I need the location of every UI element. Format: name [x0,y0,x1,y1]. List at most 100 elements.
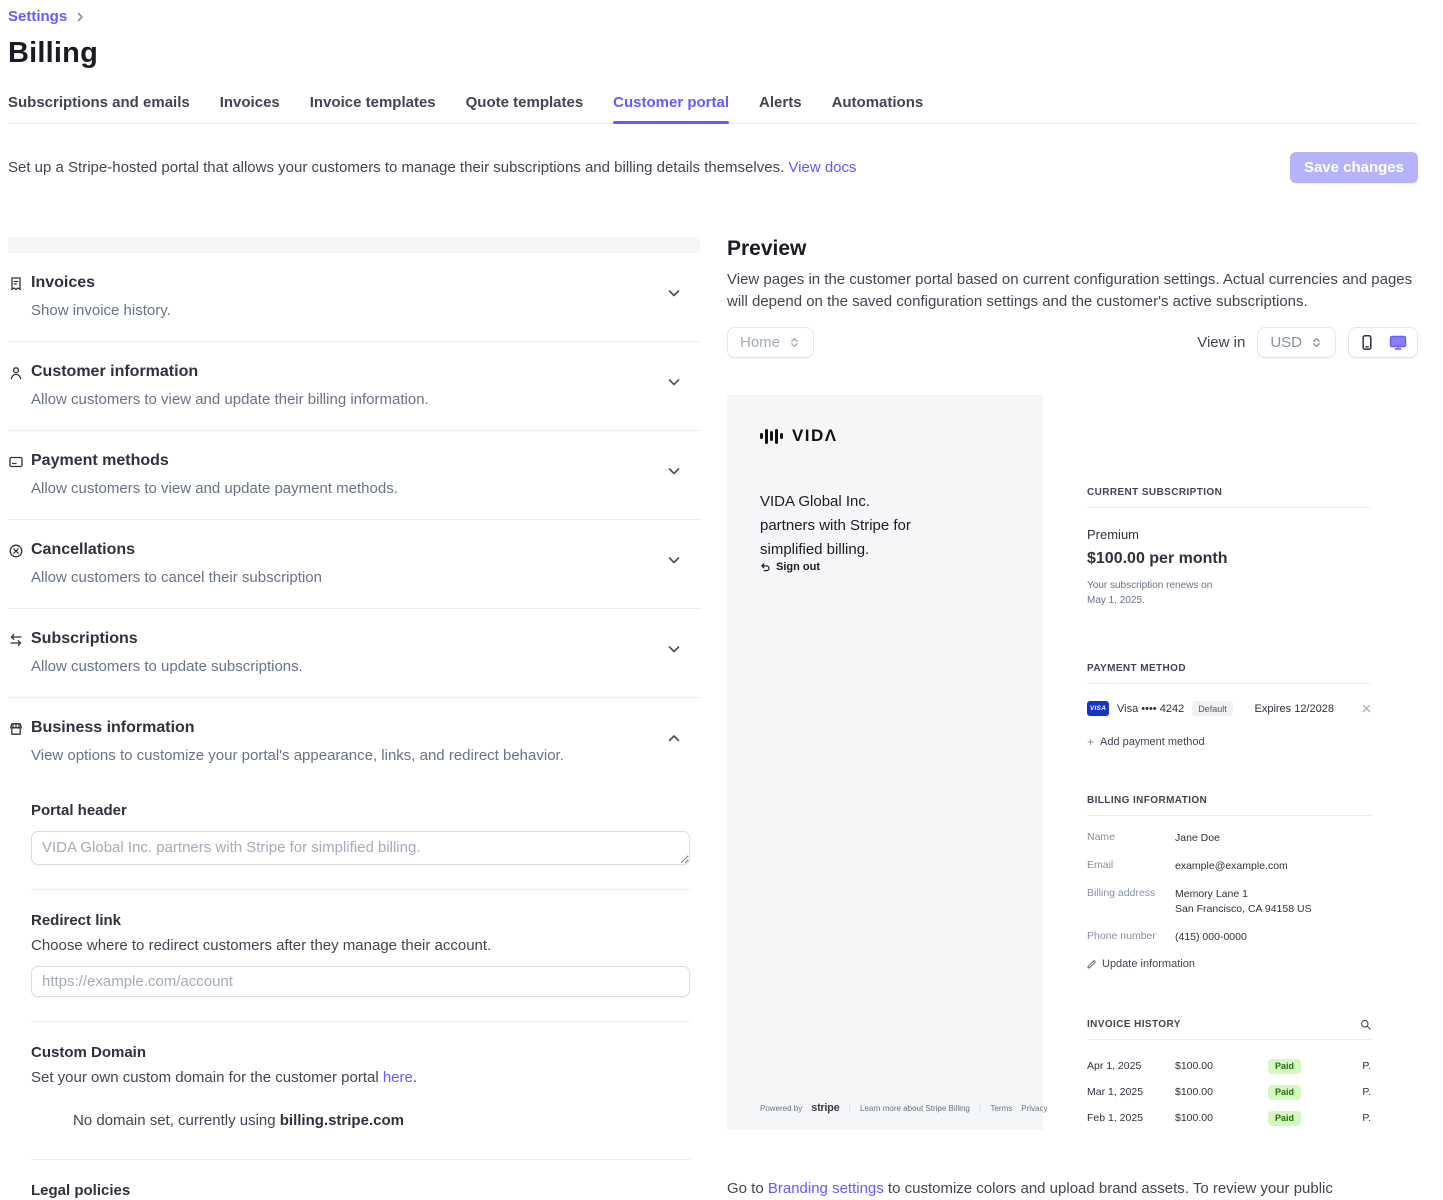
invoice-amount: $100.00 [1175,1086,1213,1098]
currency-select-value: USD [1270,334,1302,351]
billing-rows: Name Jane Doe Email example@example.com … [1087,831,1380,945]
monitor-icon [1389,335,1407,350]
desktop-view-button[interactable] [1389,334,1407,351]
billing-row: Name Jane Doe [1087,831,1371,846]
privacy-link[interactable]: Privacy [1021,1103,1048,1113]
custom-domain-here-link[interactable]: here [382,1069,413,1086]
stripe-logo: stripe [811,1102,840,1114]
tab-quote-templates[interactable]: Quote templates [465,94,584,111]
section-heading-label: PAYMENT METHOD [1087,663,1186,674]
tab-customer-portal[interactable]: Customer portal [613,88,729,124]
accordion-title: Cancellations [31,541,136,558]
billing-label: Billing address [1087,887,1156,899]
tab-invoices[interactable]: Invoices [219,94,280,111]
invoice-history-heading: INVOICE HISTORY [1087,1019,1371,1040]
page-select[interactable]: Home [727,327,815,358]
chevron-down-icon [666,552,682,568]
tab-invoice-templates[interactable]: Invoice templates [309,94,436,111]
view-controls: View in USD [1197,327,1418,358]
custom-domain-text: Set your own custom domain for the custo… [31,1069,383,1086]
invoice-row[interactable]: Apr 1, 2025 $100.00 Paid P. [1087,1053,1371,1079]
invoice-amount: $100.00 [1175,1112,1213,1124]
save-changes-button[interactable]: Save changes [1289,152,1418,183]
top-strip [8,237,700,253]
tab-subscriptions-and-emails[interactable]: Subscriptions and emails [8,94,190,111]
accordion-customer-information[interactable]: Customer information Allow customers to … [8,342,700,431]
portal-header-input[interactable] [31,831,690,865]
view-in-label: View in [1197,334,1246,351]
chevron-down-icon [666,641,682,657]
remove-card-button[interactable] [1362,704,1371,713]
mobile-view-button[interactable] [1359,334,1375,351]
search-invoices-button[interactable] [1360,1019,1371,1030]
custom-domain-text-end: . [412,1069,418,1086]
currency-select[interactable]: USD [1257,327,1336,358]
accordion-business-information[interactable]: Business information View options to cus… [8,698,700,786]
brand-bars-icon [760,428,783,444]
domain-status-text: No domain set, currently using [73,1112,280,1129]
status-badge: Paid [1268,1084,1302,1100]
invoice-history-section: INVOICE HISTORY Apr 1, 2025 $100.00 Paid… [1087,1019,1380,1131]
chevron-down-icon [666,463,682,479]
payment-method-heading: PAYMENT METHOD [1087,663,1371,684]
breadcrumb-settings-link[interactable]: Settings [8,8,68,25]
invoice-plan: P. [1362,1112,1371,1124]
learn-more-link[interactable]: Learn more about Stripe Billing [860,1103,970,1113]
storefront-icon [8,721,24,737]
person-icon [8,365,24,381]
accordion-payment-methods[interactable]: Payment methods Allow customers to view … [8,431,700,520]
tab-alerts[interactable]: Alerts [759,94,802,111]
domain-status: No domain set, currently using billing.s… [31,1112,690,1129]
main-content: Invoices Show invoice history. Customer … [8,237,1418,1200]
billing-row: Phone number (415) 000-0000 [1087,930,1371,945]
add-payment-method-button[interactable]: + Add payment method [1087,735,1380,749]
header-row: Set up a Stripe-hosted portal that allow… [8,152,1418,183]
branding-settings-link[interactable]: Branding settings [767,1180,884,1197]
portal-sidebar: VIDΛ VIDA Global Inc. partners with Stri… [727,395,1047,1130]
redirect-link-input[interactable] [31,966,690,997]
address-line-1: Memory Lane 1 [1175,888,1248,900]
accordion-title: Business information [31,719,195,736]
invoice-plan: P. [1362,1086,1371,1098]
divider [31,1021,690,1022]
terms-link[interactable]: Terms [990,1103,1013,1113]
accordion-cancellations[interactable]: Cancellations Allow customers to cancel … [8,520,700,609]
update-information-button[interactable]: Update information [1087,958,1380,970]
status-badge: Paid [1268,1058,1302,1074]
invoice-row[interactable]: Mar 1, 2025 $100.00 Paid P. [1087,1079,1371,1105]
sign-out-link[interactable]: Sign out [760,561,820,573]
breadcrumb: Settings [8,8,1418,25]
accordion-description: Allow customers to view and update their… [31,391,429,408]
accordion-title: Payment methods [31,452,169,469]
redirect-link-label: Redirect link [31,912,122,929]
footer-separator: | [978,1102,982,1114]
accordion-title: Subscriptions [31,630,138,647]
accordion-title: Invoices [31,274,96,291]
chevron-up-icon [666,730,682,746]
tab-automations[interactable]: Automations [831,94,924,111]
billing-value: (415) 000-0000 [1175,931,1247,943]
view-docs-link[interactable]: View docs [788,159,857,176]
accordion-invoices[interactable]: Invoices Show invoice history. [8,253,700,342]
domain-status-domain: billing.stripe.com [279,1112,404,1129]
portal-footer: Powered by stripe | Learn more about Str… [760,1102,1047,1114]
billing-row: Email example@example.com [1087,859,1371,874]
portal-header-label: Portal header [31,802,127,819]
credit-card-icon [8,454,24,470]
return-arrow-icon [761,562,770,571]
sign-out-label: Sign out [776,561,820,573]
accordion-subscriptions[interactable]: Subscriptions Allow customers to update … [8,609,700,698]
chevron-down-icon [666,285,682,301]
accordion-description: View options to customize your portal's … [31,747,564,764]
business-information-panel: Portal header Redirect link Choose where… [8,802,700,1200]
pencil-icon [1087,960,1096,969]
address-line-2: San Francisco, CA 94158 US [1175,903,1312,915]
cancel-circle-icon [8,543,24,559]
header-description-text: Set up a Stripe-hosted portal that allow… [8,159,785,176]
invoice-row[interactable]: Feb 1, 2025 $100.00 Paid P. [1087,1105,1371,1131]
section-heading-label: CURRENT SUBSCRIPTION [1087,487,1223,498]
chevron-right-icon [75,12,85,22]
chevron-down-icon [666,374,682,390]
powered-by-label: Powered by [760,1103,803,1113]
